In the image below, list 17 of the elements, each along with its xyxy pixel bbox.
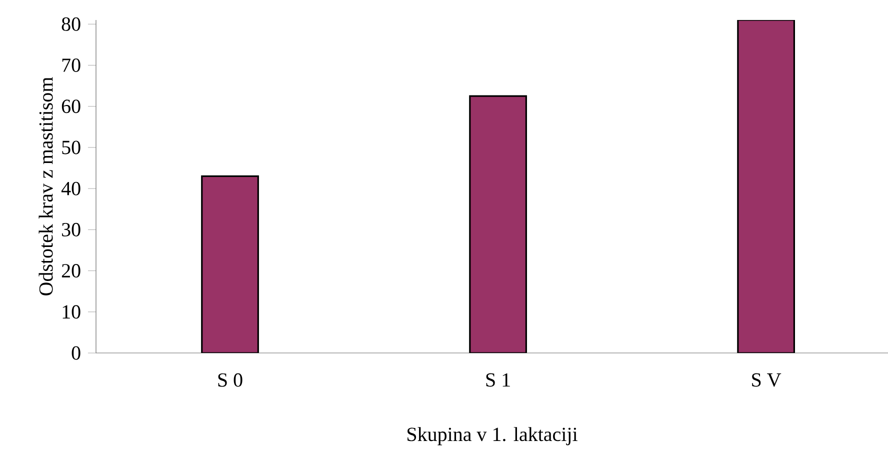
y-tick-label: 30 — [62, 222, 80, 236]
y-tick-label: 70 — [62, 58, 80, 72]
y-tick-label: 60 — [62, 100, 80, 114]
y-tick-label: 50 — [62, 140, 80, 154]
x-tick-label: S 0 — [218, 373, 242, 387]
bar — [201, 175, 259, 353]
bar — [737, 20, 795, 353]
x-tick-label: S V — [752, 373, 782, 387]
y-tick-label: 10 — [62, 305, 80, 319]
y-tick-label: 0 — [72, 346, 80, 360]
y-tick-label: 80 — [62, 17, 80, 31]
y-tick-label: 40 — [61, 182, 80, 196]
bar — [469, 95, 527, 353]
y-axis-title: Odstotek krav z mastitisom — [38, 77, 53, 296]
y-tick-label: 20 — [62, 264, 80, 278]
x-tick-label: S 1 — [486, 373, 510, 387]
x-axis-title: Skupina v 1. laktaciji — [408, 427, 578, 446]
